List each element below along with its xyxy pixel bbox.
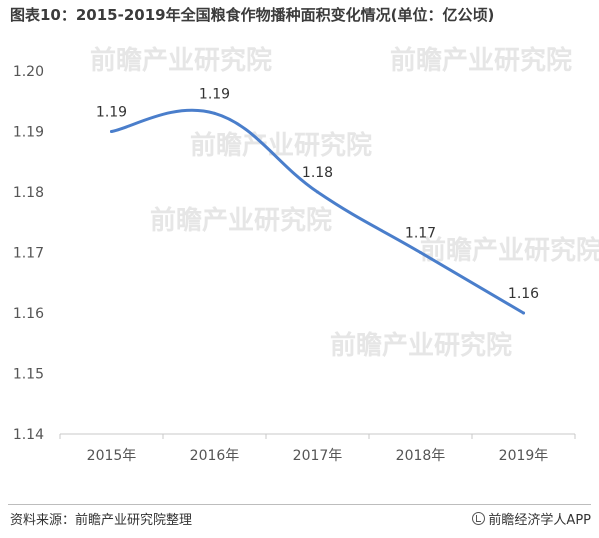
data-point	[110, 130, 113, 133]
data-label: 1.19	[96, 105, 127, 121]
y-tick-label: 1.15	[13, 367, 44, 383]
x-tick-label: 2017年	[293, 448, 343, 464]
x-tick-label: 2019年	[499, 448, 549, 464]
y-tick-label: 1.16	[13, 306, 44, 322]
data-point	[522, 311, 525, 315]
data-label: 1.19	[199, 86, 230, 102]
data-label: 1.17	[405, 226, 436, 242]
y-tick-label: 1.14	[13, 427, 44, 443]
data-point	[316, 190, 319, 194]
y-tick-label: 1.19	[13, 125, 44, 141]
chart-title: 图表10：2015-2019年全国粮食作物播种面积变化情况(单位：亿公顷)	[10, 6, 495, 24]
footer-divider	[8, 504, 591, 505]
brand-logo-icon	[472, 512, 486, 525]
data-label: 1.16	[508, 286, 539, 302]
x-tick-label: 2018年	[396, 448, 446, 464]
footer-brand-label: 前瞻经济学人APP	[488, 513, 591, 528]
series-line	[110, 108, 525, 315]
x-tick-label: 2016年	[190, 448, 240, 464]
y-tick-label: 1.18	[13, 185, 44, 201]
y-tick-label: 1.20	[13, 64, 44, 80]
data-point	[419, 251, 422, 254]
data-label: 1.18	[302, 165, 333, 181]
x-tick-label: 2015年	[87, 448, 137, 464]
footer-brand: 前瞻经济学人APP	[472, 509, 591, 528]
data-point	[213, 111, 216, 115]
y-tick-label: 1.17	[13, 246, 44, 262]
footer-source: 资料来源：前瞻产业研究院整理	[10, 513, 193, 528]
